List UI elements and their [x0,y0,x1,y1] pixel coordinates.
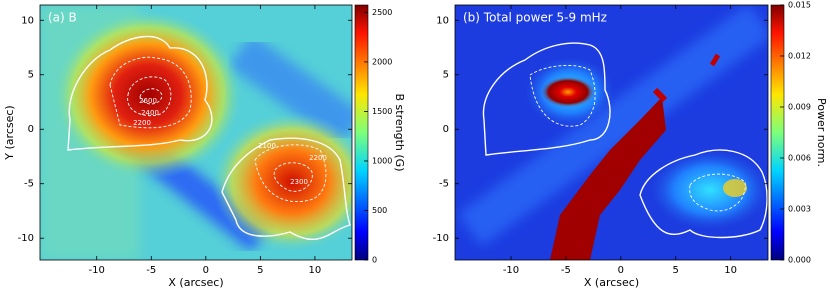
x-axis-label: X (arcsec) [168,276,223,289]
colorbar-tick-label: 2000 [372,57,392,66]
colorbar-tick-label: 0.000 [788,256,811,265]
colorbar-tick-label: 0 [372,256,377,265]
x-tick-label: 0 [203,265,209,276]
map-b [455,5,768,260]
frame [454,4,769,261]
colorbar-tick-label: 1500 [372,107,392,116]
colorbar-label: B strength (G) [393,94,406,172]
x-tick-label: 10 [724,265,737,276]
colorbar-tick-label: 500 [372,206,387,215]
y-tick-label: 10 [436,15,449,26]
y-tick-label: 10 [21,15,34,26]
y-tick-label: 0 [28,124,34,135]
x-tick-label: 5 [257,265,263,276]
panel-title: (b) Total power 5-9 mHz [463,11,607,25]
x-tick-label: 10 [309,265,322,276]
y-tick-label: 5 [28,70,34,81]
contour-label: 2600 [139,97,157,105]
colorbar-tick-label: 0.009 [788,103,811,112]
panel-title: (a) B [48,11,77,25]
colorbar-label: Power norm. [815,98,828,167]
y-tick-label: 0 [443,124,449,135]
colorbar-tick-label: 0.006 [788,154,811,163]
colorbar-tick-label: 0.015 [788,1,811,10]
y-tick-label: 5 [443,70,449,81]
colorbar-tick-label: 1000 [372,156,392,165]
x-tick-label: -10 [503,265,519,276]
contour-label: 2200 [309,154,327,162]
x-tick-label: 0 [618,265,624,276]
x-tick-label: 5 [673,265,679,276]
x-tick-label: -10 [89,265,105,276]
frame [39,4,353,261]
x-tick-label: -5 [561,265,571,276]
colorbar-tick-label: 0.003 [788,205,811,214]
y-tick-label: -10 [433,233,449,244]
colorbar [354,4,369,261]
colorbar-tick-label: 2500 [372,8,392,17]
contour-label: 2100 [258,142,276,150]
map-a [40,5,352,260]
y-tick-label: -5 [439,179,449,190]
colorbar-tick-label: 0.012 [788,52,811,61]
x-tick-label: -5 [146,265,156,276]
y-tick-label: -10 [18,233,34,244]
colorbar [770,4,785,261]
contour-label: 2400 [141,109,159,117]
contour-label: 2300 [290,178,308,186]
contour-label: 2200 [133,119,151,127]
y-axis-label: Y (arcsec) [3,105,16,160]
x-axis-label: X (arcsec) [584,276,639,289]
y-tick-label: -5 [24,179,34,190]
